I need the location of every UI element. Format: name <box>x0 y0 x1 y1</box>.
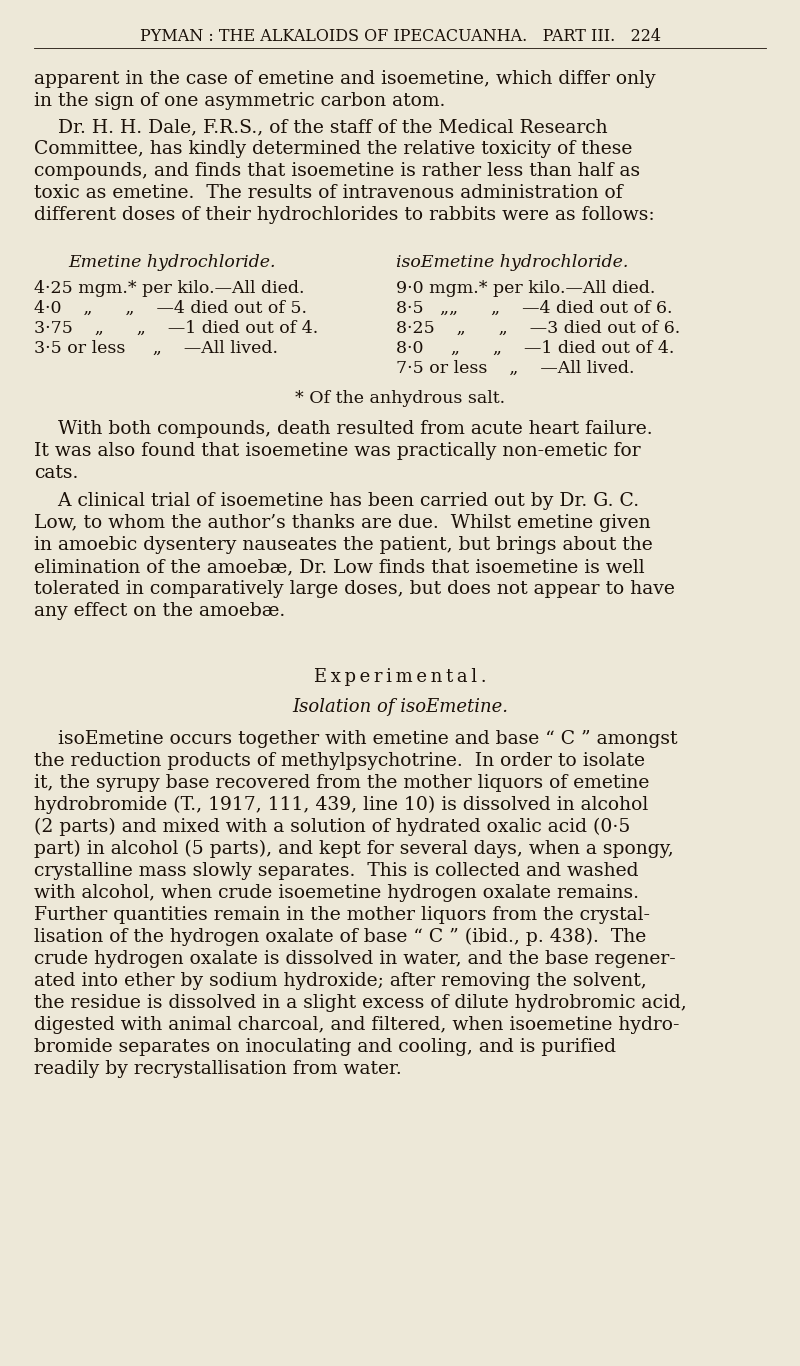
Text: different doses of their hydrochlorides to rabbits were as follows:: different doses of their hydrochlorides … <box>34 206 655 224</box>
Text: A clinical trial of isoemetine has been carried out by Dr. G. C.: A clinical trial of isoemetine has been … <box>34 492 639 510</box>
Text: 8·0     „      „    —1 died out of 4.: 8·0 „ „ —1 died out of 4. <box>396 340 674 357</box>
Text: any effect on the amoebæ.: any effect on the amoebæ. <box>34 602 286 620</box>
Text: the reduction products of methylpsychotrine.  In order to isolate: the reduction products of methylpsychotr… <box>34 753 646 770</box>
Text: 8·25    „      „    —3 died out of 6.: 8·25 „ „ —3 died out of 6. <box>396 320 680 337</box>
Text: crystalline mass slowly separates.  This is collected and washed: crystalline mass slowly separates. This … <box>34 862 639 880</box>
Text: Isolation of isoEmetine.: Isolation of isoEmetine. <box>292 698 508 716</box>
Text: Low, to whom the author’s thanks are due.  Whilst emetine given: Low, to whom the author’s thanks are due… <box>34 514 651 531</box>
Text: bromide separates on inoculating and cooling, and is purified: bromide separates on inoculating and coo… <box>34 1038 616 1056</box>
Text: with alcohol, when crude isoemetine hydrogen oxalate remains.: with alcohol, when crude isoemetine hydr… <box>34 884 639 902</box>
Text: Emetine hydrochloride.: Emetine hydrochloride. <box>68 254 275 270</box>
Text: (2 parts) and mixed with a solution of hydrated oxalic acid (0·5: (2 parts) and mixed with a solution of h… <box>34 818 630 836</box>
Text: Further quantities remain in the mother liquors from the crystal-: Further quantities remain in the mother … <box>34 906 650 923</box>
Text: readily by recrystallisation from water.: readily by recrystallisation from water. <box>34 1060 402 1078</box>
Text: E x p e r i m e n t a l .: E x p e r i m e n t a l . <box>314 668 486 686</box>
Text: elimination of the amoebæ, Dr. Low finds that isoemetine is well: elimination of the amoebæ, Dr. Low finds… <box>34 557 645 576</box>
Text: tolerated in comparatively large doses, but does not appear to have: tolerated in comparatively large doses, … <box>34 581 675 598</box>
Text: it, the syrupy base recovered from the mother liquors of emetine: it, the syrupy base recovered from the m… <box>34 775 650 792</box>
Text: PYMAN : THE ALKALOIDS OF IPECACUANHA.   PART III.   224: PYMAN : THE ALKALOIDS OF IPECACUANHA. PA… <box>139 27 661 45</box>
Text: Dr. H. H. Dale, F.R.S., of the staff of the Medical Research: Dr. H. H. Dale, F.R.S., of the staff of … <box>34 117 608 137</box>
Text: It was also found that isoemetine was practically non-emetic for: It was also found that isoemetine was pr… <box>34 443 641 460</box>
Text: 9·0 mgm.* per kilo.—All died.: 9·0 mgm.* per kilo.—All died. <box>396 280 655 296</box>
Text: Committee, has kindly determined the relative toxicity of these: Committee, has kindly determined the rel… <box>34 139 633 158</box>
Text: in the sign of one asymmetric carbon atom.: in the sign of one asymmetric carbon ato… <box>34 92 446 111</box>
Text: apparent in the case of emetine and isoemetine, which differ only: apparent in the case of emetine and isoe… <box>34 70 656 87</box>
Text: the residue is dissolved in a slight excess of dilute hydrobromic acid,: the residue is dissolved in a slight exc… <box>34 994 687 1012</box>
Text: part) in alcohol (5 parts), and kept for several days, when a spongy,: part) in alcohol (5 parts), and kept for… <box>34 840 674 858</box>
Text: cats.: cats. <box>34 464 78 482</box>
Text: isoEmetine hydrochloride.: isoEmetine hydrochloride. <box>396 254 628 270</box>
Text: 3·75    „      „    —1 died out of 4.: 3·75 „ „ —1 died out of 4. <box>34 320 318 337</box>
Text: 3·5 or less     „    —All lived.: 3·5 or less „ —All lived. <box>34 340 278 357</box>
Text: hydrobromide (T., 1917, 111, 439, line 10) is dissolved in alcohol: hydrobromide (T., 1917, 111, 439, line 1… <box>34 796 649 814</box>
Text: crude hydrogen oxalate is dissolved in water, and the base regener-: crude hydrogen oxalate is dissolved in w… <box>34 949 676 968</box>
Text: lisation of the hydrogen oxalate of base “ C ” (ibid., p. 438).  The: lisation of the hydrogen oxalate of base… <box>34 928 646 947</box>
Text: toxic as emetine.  The results of intravenous administration of: toxic as emetine. The results of intrave… <box>34 184 623 202</box>
Text: digested with animal charcoal, and filtered, when isoemetine hydro-: digested with animal charcoal, and filte… <box>34 1016 680 1034</box>
Text: ated into ether by sodium hydroxide; after removing the solvent,: ated into ether by sodium hydroxide; aft… <box>34 973 647 990</box>
Text: * Of the anhydrous salt.: * Of the anhydrous salt. <box>295 391 505 407</box>
Text: 8·5   „„      „    —4 died out of 6.: 8·5 „„ „ —4 died out of 6. <box>396 301 673 317</box>
Text: in amoebic dysentery nauseates the patient, but brings about the: in amoebic dysentery nauseates the patie… <box>34 535 653 555</box>
Text: 4·0    „      „    —4 died out of 5.: 4·0 „ „ —4 died out of 5. <box>34 301 307 317</box>
Text: compounds, and finds that isoemetine is rather less than half as: compounds, and finds that isoemetine is … <box>34 163 641 180</box>
Text: isoEmetine occurs together with emetine and base “ C ” amongst: isoEmetine occurs together with emetine … <box>34 729 678 749</box>
Text: With both compounds, death resulted from acute heart failure.: With both compounds, death resulted from… <box>34 419 653 438</box>
Text: 4·25 mgm.* per kilo.—All died.: 4·25 mgm.* per kilo.—All died. <box>34 280 305 296</box>
Text: 7·5 or less    „    —All lived.: 7·5 or less „ —All lived. <box>396 361 634 377</box>
